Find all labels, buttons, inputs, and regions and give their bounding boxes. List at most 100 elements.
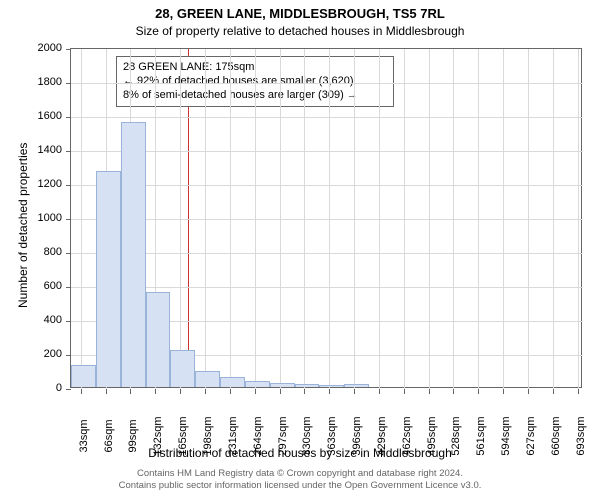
grid-line-h (71, 151, 583, 152)
plot-area: 28 GREEN LANE: 175sqm ← 92% of detached … (70, 48, 582, 388)
x-tick (180, 389, 181, 394)
y-tick-label: 800 (30, 246, 62, 258)
x-tick-label: 330sqm (301, 416, 313, 455)
x-tick-label: 561sqm (475, 416, 487, 455)
histogram-bar (71, 365, 96, 387)
x-tick-label: 231sqm (227, 416, 239, 455)
grid-line-v (578, 49, 579, 389)
grid-line-h (71, 117, 583, 118)
x-tick-label: 33sqm (78, 419, 90, 452)
histogram-bar (220, 377, 245, 387)
y-tick-label: 1000 (30, 212, 62, 224)
histogram-bar (319, 385, 344, 387)
y-tick-label: 1800 (30, 76, 62, 88)
y-tick (66, 355, 71, 356)
x-tick-label: 594sqm (500, 416, 512, 455)
histogram-bar (121, 122, 146, 387)
x-tick (478, 389, 479, 394)
grid-line-v (180, 49, 181, 389)
y-tick-label: 200 (30, 348, 62, 360)
histogram-bar (245, 381, 270, 387)
x-tick (155, 389, 156, 394)
grid-line-v (280, 49, 281, 389)
x-tick (230, 389, 231, 394)
footer-line-2: Contains public sector information licen… (0, 480, 600, 492)
x-tick (255, 389, 256, 394)
x-tick-label: 363sqm (326, 416, 338, 455)
x-tick (379, 389, 380, 394)
y-axis-label: Number of detached properties (16, 143, 30, 308)
x-tick (404, 389, 405, 394)
y-tick (66, 287, 71, 288)
x-tick-label: 264sqm (252, 416, 264, 455)
grid-line-v (404, 49, 405, 389)
x-tick (503, 389, 504, 394)
histogram-bar (146, 292, 171, 387)
x-tick-label: 495sqm (426, 416, 438, 455)
y-tick (66, 253, 71, 254)
x-tick (106, 389, 107, 394)
x-tick-label: 165sqm (177, 416, 189, 455)
grid-line-h (71, 253, 583, 254)
grid-line-v (379, 49, 380, 389)
histogram-bar (170, 350, 195, 387)
grid-line-v (354, 49, 355, 389)
grid-line-v (478, 49, 479, 389)
y-tick (66, 185, 71, 186)
x-tick (578, 389, 579, 394)
x-tick (553, 389, 554, 394)
grid-line-v (230, 49, 231, 389)
grid-line-v (528, 49, 529, 389)
y-tick-label: 1400 (30, 144, 62, 156)
histogram-bar (344, 384, 369, 387)
x-tick (280, 389, 281, 394)
y-tick-label: 1600 (30, 110, 62, 122)
y-tick-label: 2000 (30, 42, 62, 54)
grid-line-h (71, 83, 583, 84)
x-tick (130, 389, 131, 394)
footer-line-1: Contains HM Land Registry data © Crown c… (0, 468, 600, 480)
histogram-bar (270, 383, 295, 387)
grid-line-v (205, 49, 206, 389)
x-tick-label: 693sqm (575, 416, 587, 455)
y-tick-label: 600 (30, 280, 62, 292)
grid-line-v (503, 49, 504, 389)
chart-title: 28, GREEN LANE, MIDDLESBROUGH, TS5 7RL (0, 6, 600, 21)
y-tick-label: 1200 (30, 178, 62, 190)
grid-line-v (255, 49, 256, 389)
x-tick-label: 528sqm (450, 416, 462, 455)
x-tick (429, 389, 430, 394)
x-tick (453, 389, 454, 394)
x-tick (304, 389, 305, 394)
grid-line-v (453, 49, 454, 389)
x-tick-label: 627sqm (525, 416, 537, 455)
x-tick (81, 389, 82, 394)
y-tick (66, 117, 71, 118)
x-tick (329, 389, 330, 394)
y-tick-label: 400 (30, 314, 62, 326)
grid-line-h (71, 287, 583, 288)
histogram-bar (295, 384, 320, 387)
histogram-bar (96, 171, 121, 387)
chart-container: 28, GREEN LANE, MIDDLESBROUGH, TS5 7RL S… (0, 0, 600, 500)
histogram-bar (195, 371, 220, 387)
grid-line-v (429, 49, 430, 389)
x-tick-label: 66sqm (103, 419, 115, 452)
x-tick-label: 396sqm (351, 416, 363, 455)
y-tick (66, 389, 71, 390)
x-tick-label: 297sqm (277, 416, 289, 455)
grid-line-h (71, 185, 583, 186)
x-tick-label: 660sqm (550, 416, 562, 455)
grid-line-h (71, 219, 583, 220)
x-tick-label: 462sqm (401, 416, 413, 455)
grid-line-v (81, 49, 82, 389)
grid-line-v (329, 49, 330, 389)
grid-line-v (304, 49, 305, 389)
x-tick-label: 132sqm (152, 416, 164, 455)
y-tick (66, 49, 71, 50)
x-tick (205, 389, 206, 394)
grid-line-v (553, 49, 554, 389)
x-tick-label: 198sqm (202, 416, 214, 455)
x-tick-label: 99sqm (127, 419, 139, 452)
x-tick-label: 429sqm (376, 416, 388, 455)
